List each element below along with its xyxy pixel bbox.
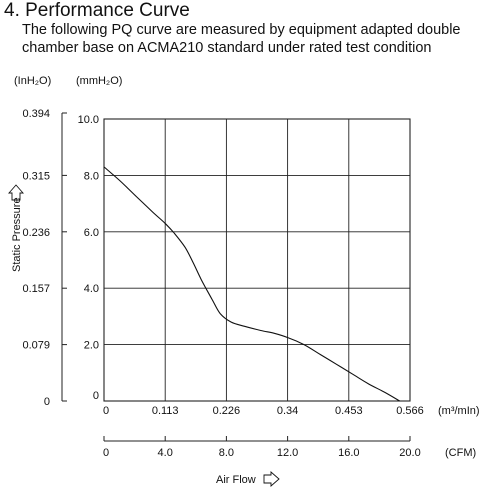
x-cfm-tick-label: 8.0 (219, 447, 234, 459)
x-m3-tick-label: 0.566 (396, 405, 424, 417)
y-inh2o-tick-label: 0.236 (22, 227, 50, 239)
axis-layer (61, 112, 411, 442)
y-inh2o-tick-label: 0.079 (22, 340, 50, 352)
y-axis-title: Static Pressure (11, 197, 23, 272)
x-cfm-tick-label: 12.0 (277, 447, 298, 459)
y-mmh2o-tick-label: 2.0 (84, 340, 99, 352)
y-mmh2o-tick-label: 6.0 (84, 227, 99, 239)
tick-label-layer: 0 2.0 4.0 6.0 8.0 10.0 0 0.079 0.157 0.236 0.315 0.… (22, 108, 423, 459)
x-m3-tick-label: 0.226 (213, 405, 241, 417)
y-mmh2o-tick-label: 0 (93, 390, 99, 402)
y-inh2o-tick-label: 0.315 (22, 170, 50, 182)
pq-curve-series-line (103, 166, 400, 402)
x-m3-tick-label: 0.453 (335, 405, 363, 417)
x-cfm-tick-label: 16.0 (338, 447, 359, 459)
x-axis-label: Air Flow (216, 474, 256, 486)
grid-layer (103, 118, 411, 402)
y-mmh2o-tick-label: 4.0 (84, 283, 99, 295)
y-inh2o-tick-label: 0 (44, 396, 50, 408)
x-cfm-tick-label: 4.0 (158, 447, 173, 459)
description-line-1: The following PQ curve are measured by e… (22, 22, 461, 38)
x-cfm-unit-label: (CFM) (445, 447, 476, 459)
y-mmh2o-tick-label: 10.0 (78, 114, 99, 126)
y-left-unit-label: (InH₂O) (14, 75, 51, 87)
x-cfm-tick-label: 20.0 (399, 447, 420, 459)
y-inh2o-tick-label: 0.394 (22, 108, 50, 120)
y-mmh2o-tick-label: 8.0 (84, 170, 99, 182)
y-mm-unit-label: (mmH₂O) (76, 75, 122, 87)
x-m3-tick-label: 0.34 (277, 405, 298, 417)
x-m3-tick-label: 0.113 (152, 405, 179, 417)
curve-layer (103, 166, 400, 402)
y-axis-label: Static Pressure (11, 197, 23, 272)
x-m3-unit-label: (m³/mIn) (438, 405, 480, 417)
x-m3-tick-label: 0 (103, 405, 109, 417)
y-axis-arrow-icon (8, 184, 24, 201)
y-inh2o-tick-label: 0.157 (22, 283, 50, 295)
description-line-2: chamber base on ACMA210 standard under r… (22, 40, 432, 56)
x-axis-arrow-icon (263, 471, 280, 487)
plot-frame (103, 118, 411, 402)
x-cfm-tick-label: 0 (103, 447, 109, 459)
page-title: 4. Performance Curve (4, 0, 190, 21)
